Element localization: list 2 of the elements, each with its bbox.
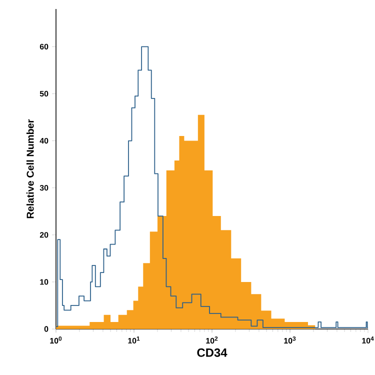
x-axis-title: CD34 [197,348,228,357]
y-axis-title: Relative Cell Number [26,119,34,218]
